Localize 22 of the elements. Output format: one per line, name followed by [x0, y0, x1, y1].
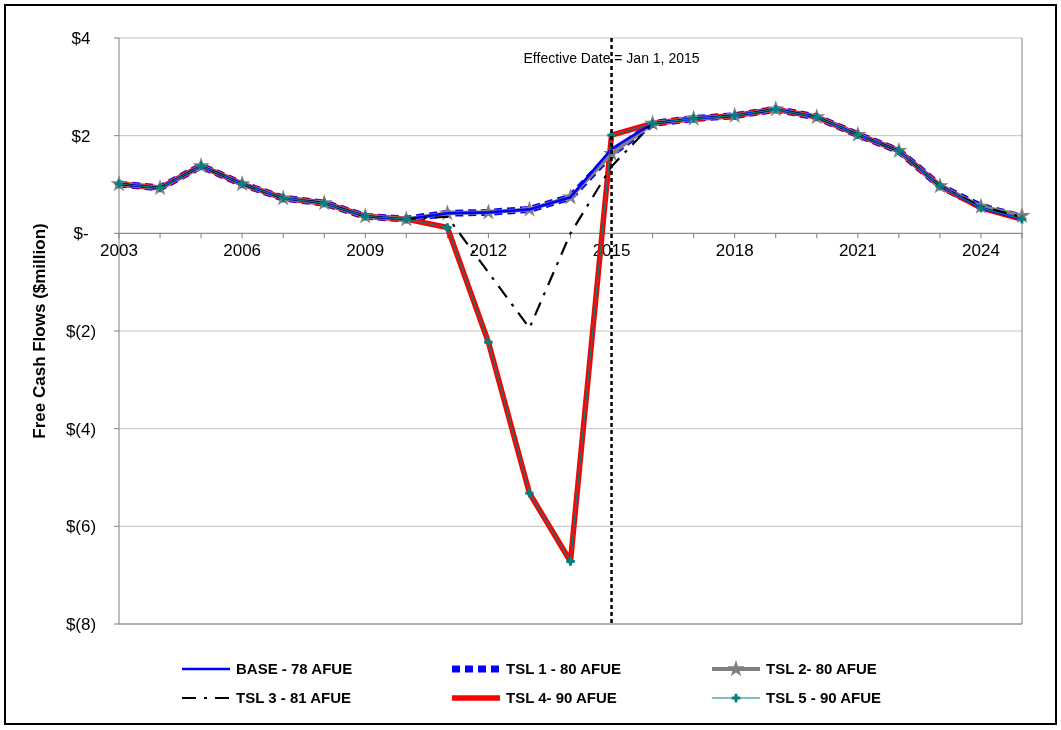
y-tick-label: $4 [71, 28, 91, 48]
y-tick-label: $2 [71, 126, 91, 146]
x-tick-label: 2003 [100, 241, 138, 261]
y-tick-label: $- [73, 224, 89, 244]
legend-label: BASE - 78 AFUE [236, 660, 353, 678]
legend-label: TSL 3 - 81 AFUE [236, 689, 352, 707]
y-tick-label: $(8) [65, 614, 97, 634]
x-tick-label: 2024 [962, 241, 1000, 261]
y-tick-label: $(6) [65, 517, 97, 537]
legend-label: TSL 2- 80 AFUE [766, 660, 877, 678]
ref-line-label: Effective Date = Jan 1, 2015 [523, 50, 700, 66]
x-tick-label: 2012 [469, 241, 508, 261]
y-tick-label: $(2) [65, 321, 97, 341]
y-axis-title: Free Cash Flows ($million) [30, 223, 49, 439]
y-tick-label: $(4) [65, 419, 97, 439]
legend-label: TSL 5 - 90 AFUE [766, 689, 882, 707]
x-tick-label: 2006 [223, 241, 262, 261]
legend-label: TSL 4- 90 AFUE [506, 689, 617, 707]
x-tick-label: 2009 [346, 241, 385, 261]
legend-label: TSL 1 - 80 AFUE [506, 660, 622, 678]
x-tick-label: 2018 [715, 241, 754, 261]
x-tick-label: 2021 [838, 241, 877, 261]
